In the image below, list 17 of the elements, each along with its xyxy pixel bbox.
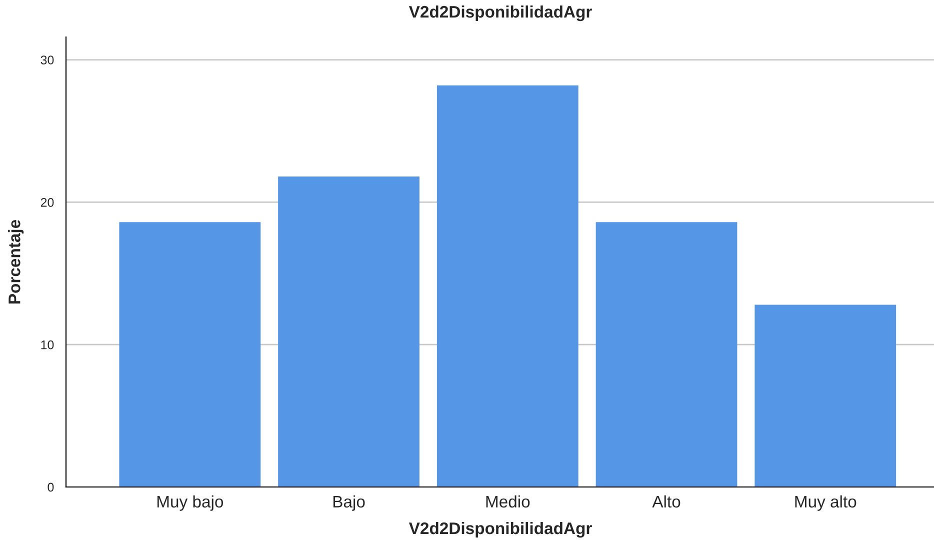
bar: [436, 85, 578, 487]
bar: [119, 222, 261, 487]
y-tick-label: 20: [40, 198, 54, 207]
y-tick-label: 0: [48, 482, 54, 492]
chart-title: V2d2DisponibilidadAgr: [408, 5, 592, 22]
x-axis-title: V2d2DisponibilidadAgr: [408, 522, 592, 538]
x-tick-label: Alto: [652, 495, 680, 508]
y-tick-label: 10: [41, 340, 54, 350]
x-tick-label: Medio: [486, 495, 530, 508]
x-tick-label: Muy alto: [795, 495, 856, 511]
x-tick-label: Muy bajo: [157, 495, 224, 511]
y-tick-label: 30: [40, 56, 54, 64]
bar: [596, 222, 738, 487]
y-axis-title: Porcentaje: [8, 220, 24, 304]
bar: [278, 176, 420, 487]
x-tick-label: Bajo: [333, 495, 365, 511]
bar: [754, 304, 896, 487]
